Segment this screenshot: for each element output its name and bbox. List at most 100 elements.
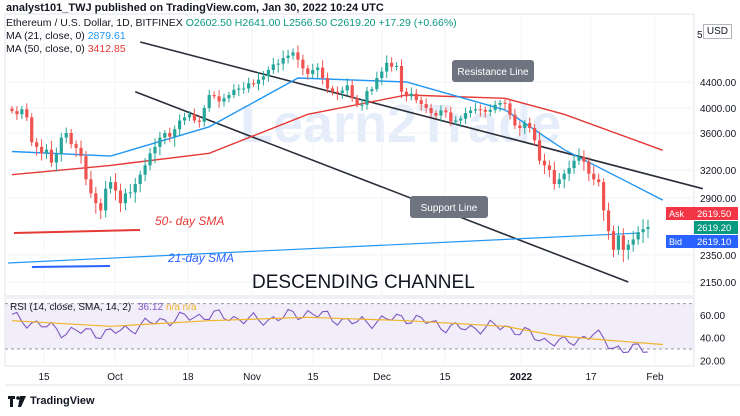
candle-body: [158, 137, 162, 147]
candle-body: [163, 133, 167, 138]
publisher-text: analyst101_TWJ published on TradingView.…: [6, 2, 384, 14]
resistance-label-box: [452, 60, 534, 82]
candle-body: [173, 129, 177, 137]
candle-body: [202, 108, 206, 122]
currency-button[interactable]: USD: [702, 24, 732, 39]
candle-body: [20, 109, 24, 115]
candle-body: [523, 123, 527, 128]
candle-body: [414, 93, 418, 101]
candle-body: [390, 62, 394, 67]
candle-body: [459, 118, 463, 121]
watermark-text: Learn2Trade: [240, 94, 561, 154]
time-axis-label: 15: [439, 372, 451, 383]
candle-body: [360, 104, 364, 106]
candle-body: [118, 190, 123, 204]
candle-body: [542, 160, 547, 166]
candle-body: [15, 111, 19, 115]
time-axis-label: Feb: [646, 372, 664, 383]
sma50-annotation-line: [13, 229, 141, 234]
rsi-sma-line: [11, 316, 663, 346]
candle-body: [513, 114, 517, 126]
candle-body: [493, 104, 497, 110]
candle-body: [79, 147, 83, 157]
candle-body: [582, 157, 586, 162]
candle-body: [212, 95, 216, 97]
candle-body: [621, 235, 625, 250]
candle-body: [207, 95, 211, 108]
candle-body: [69, 133, 73, 145]
rsi-axis-label: 60.00: [700, 311, 725, 322]
candle-body: [321, 67, 325, 78]
candle-body: [567, 168, 571, 174]
candle-body: [109, 182, 113, 189]
candle-body: [99, 203, 103, 211]
candle-body: [25, 109, 29, 118]
candle-body: [242, 88, 246, 90]
candle-body: [35, 142, 39, 147]
candle-body: [54, 154, 58, 163]
rsi-legend: RSI (14, close, SMA, 14, 2): [10, 302, 131, 313]
time-axis-label: 17: [585, 372, 597, 383]
bid-value: 2619.10: [697, 237, 731, 248]
candle-body: [178, 120, 182, 130]
candle-body: [429, 108, 433, 113]
candle-body: [261, 76, 266, 80]
candle-body: [187, 114, 192, 118]
symbol-name: Ethereum / U.S. Dollar, 1D, BITFINEX: [6, 17, 183, 29]
candle-body: [192, 114, 197, 121]
candle-body: [227, 95, 231, 99]
ma21-extension-line: [7, 232, 641, 264]
candle-body: [641, 229, 645, 233]
candle-body: [59, 137, 63, 155]
candle-body: [281, 58, 285, 64]
candle-body: [424, 104, 428, 108]
candle-body: [340, 90, 344, 94]
resistance-label: Resistance Line: [457, 67, 529, 78]
candle-body: [168, 133, 172, 137]
candle-body: [143, 165, 147, 175]
bid-label: Bid: [669, 237, 682, 247]
rsi-extra: n/a n/a: [166, 302, 197, 313]
ma21-value: 2879.61: [87, 30, 126, 42]
price-axis-label: 2150.00: [700, 278, 737, 289]
candle-body: [256, 79, 261, 84]
candle-body: [473, 109, 478, 111]
candle-body: [197, 120, 201, 122]
bid-label-box: [666, 235, 694, 248]
price-axis-label: 4400.00: [700, 78, 737, 89]
ma21-label: MA (21, close, 0): [6, 30, 85, 42]
candle-body: [182, 117, 187, 121]
support-label-box: [410, 196, 488, 218]
tradingview-mark-icon: [8, 395, 26, 407]
candle-body: [577, 157, 581, 161]
ma21-legend: MA (21, close, 0) 2879.61: [6, 30, 126, 42]
time-axis-label: 15: [38, 372, 50, 383]
candle-body: [434, 113, 438, 116]
candle-body: [365, 91, 369, 105]
ask-value: 2619.50: [697, 209, 731, 220]
candle-body: [562, 173, 566, 180]
candle-body: [301, 59, 305, 69]
candle-body: [232, 89, 236, 95]
time-axis-label: 2022: [510, 372, 533, 383]
candle-body: [306, 68, 310, 74]
candle-body: [49, 149, 54, 163]
candle-body: [488, 109, 492, 112]
candle-body: [325, 78, 330, 89]
symbol-legend: Ethereum / U.S. Dollar, 1D, BITFINEX O26…: [6, 17, 457, 29]
candle-body: [399, 66, 404, 92]
candle-body: [385, 62, 389, 72]
candle-body: [587, 161, 591, 174]
candle-body: [128, 192, 132, 194]
candle-body: [557, 179, 561, 184]
candle-body: [602, 182, 606, 211]
candle-body: [454, 120, 458, 122]
candle-body: [222, 98, 226, 102]
candle-body: [463, 113, 468, 119]
channel-annotation-label: DESCENDING CHANNEL: [252, 272, 475, 293]
candle-body: [104, 188, 108, 211]
time-axis-label: Oct: [107, 372, 123, 383]
candle-body: [606, 210, 611, 232]
candle-body: [74, 144, 78, 148]
